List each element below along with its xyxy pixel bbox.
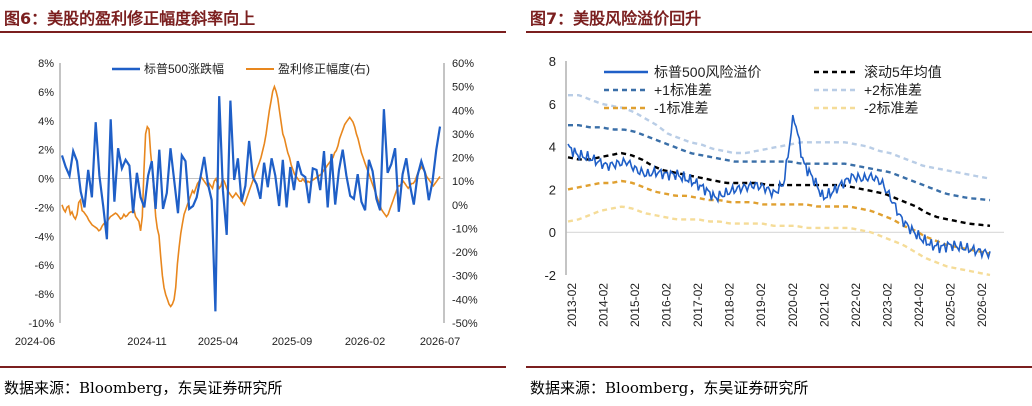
x-tick-label: 2023-02 <box>880 283 894 327</box>
y-tick-label: 2 <box>549 182 556 197</box>
risk-premium-chart: 8 6 4 2 0 -2 2013-02 2014-02 2015-02 2016-02 2017-… <box>544 54 1004 327</box>
chart-panel-left: 图6：美股的盈利修正幅度斜率向上 8% 6% 4% 2% 0% -2% -4% -6% -8% -… <box>0 0 506 404</box>
source-note: 数据来源：Bloomberg，东吴证券研究所 <box>4 379 283 397</box>
y-tick-label-left: -2% <box>34 202 54 214</box>
x-tick-label: 2018-02 <box>723 283 737 327</box>
source-bar: 数据来源：Bloomberg，东吴证券研究所 <box>0 366 506 406</box>
x-tick-label: 2019-02 <box>754 283 768 327</box>
y-tick-label: -2 <box>544 268 556 283</box>
y-tick-label-left: -6% <box>34 260 54 272</box>
y-tick-label-right: -30% <box>452 271 478 283</box>
y-tick-label-right: 30% <box>452 129 474 141</box>
series-line-sp500-change <box>60 96 442 312</box>
chart-title-bar: 图7：美股风险溢价回升 <box>526 0 1032 33</box>
y-tick-label-right: -50% <box>452 318 478 330</box>
y-tick-label-left: -8% <box>34 289 54 301</box>
y-tick-label-right: 10% <box>452 176 474 188</box>
x-tick-label: 2020-02 <box>786 283 800 327</box>
x-tick-label: 2013-02 <box>565 283 579 327</box>
series-line-band <box>568 94 991 180</box>
source-note: 数据来源：Bloomberg，东吴证券研究所 <box>530 379 809 397</box>
y-tick-label-left: -4% <box>34 231 54 243</box>
x-tick-label: 2026-02 <box>975 283 989 327</box>
y-tick-label: 6 <box>549 97 556 112</box>
chart-panel-right: 图7：美股风险溢价回升 8 6 4 2 0 -2 2013-02 2014-02 2015-02… <box>526 0 1032 404</box>
y-tick-label-left: 4% <box>38 116 54 128</box>
x-tick-label: 2024-11 <box>127 336 167 348</box>
legend-label: -2标准差 <box>864 100 918 116</box>
series-line-band <box>568 124 991 202</box>
chart-title: 图7：美股风险溢价回升 <box>530 9 702 28</box>
x-tick-label: 2025-02 <box>943 283 957 327</box>
x-tick-label: 2016-02 <box>660 283 674 327</box>
legend-label: 滚动5年均值 <box>864 64 942 80</box>
x-tick-label: 2025-04 <box>198 336 238 348</box>
y-tick-label-left: 2% <box>38 145 54 157</box>
legend-label: 标普500涨跌幅 <box>144 61 224 76</box>
x-tick-label: 2017-02 <box>691 283 705 327</box>
x-tick-label: 2024-06 <box>15 336 55 348</box>
x-tick-label: 2026-07 <box>420 336 460 348</box>
x-tick-label: 2026-02 <box>345 336 385 348</box>
y-tick-label: 8 <box>549 54 556 69</box>
y-tick-label-right: 60% <box>452 58 474 70</box>
legend-label: +2标准差 <box>864 82 922 98</box>
y-tick-label-left: 6% <box>38 87 54 99</box>
legend-label: 标普500风险溢价 <box>654 64 761 80</box>
earnings-revision-chart: 8% 6% 4% 2% 0% -2% -4% -6% -8% -10% 60% 50% 40% 30% 20… <box>15 58 478 348</box>
y-tick-label-left: -10% <box>28 318 54 330</box>
x-tick-label: 2021-02 <box>817 283 831 327</box>
source-bar: 数据来源：Bloomberg，东吴证券研究所 <box>526 366 1032 406</box>
legend-label: 盈利修正幅度(右) <box>278 61 370 76</box>
y-tick-label-right: -10% <box>452 223 478 235</box>
y-tick-label-right: 20% <box>452 153 474 165</box>
y-tick-label: 0 <box>549 225 556 240</box>
y-tick-label-left: 8% <box>38 58 54 70</box>
series-line-band <box>567 205 991 277</box>
y-tick-label-right: 40% <box>452 105 474 117</box>
x-tick-label: 2015-02 <box>628 283 642 327</box>
x-tick-label: 2025-09 <box>272 336 312 348</box>
y-tick-label-right: -20% <box>452 247 478 259</box>
y-tick-label-left: 0% <box>38 174 54 186</box>
y-tick-label-right: -40% <box>452 294 478 306</box>
x-tick-label: 2024-02 <box>912 283 926 327</box>
series-line-risk-premium <box>567 114 991 261</box>
x-tick-label: 2022-02 <box>849 283 863 327</box>
y-tick-label-right: 0% <box>452 200 468 212</box>
y-tick-label: 4 <box>549 140 556 155</box>
legend-label: +1标准差 <box>654 82 712 98</box>
chart-title-bar: 图6：美股的盈利修正幅度斜率向上 <box>0 0 506 33</box>
y-tick-label-right: 50% <box>452 82 474 94</box>
x-tick-label: 2014-02 <box>597 283 611 327</box>
chart-title: 图6：美股的盈利修正幅度斜率向上 <box>4 9 256 28</box>
legend-label: -1标准差 <box>654 100 708 116</box>
